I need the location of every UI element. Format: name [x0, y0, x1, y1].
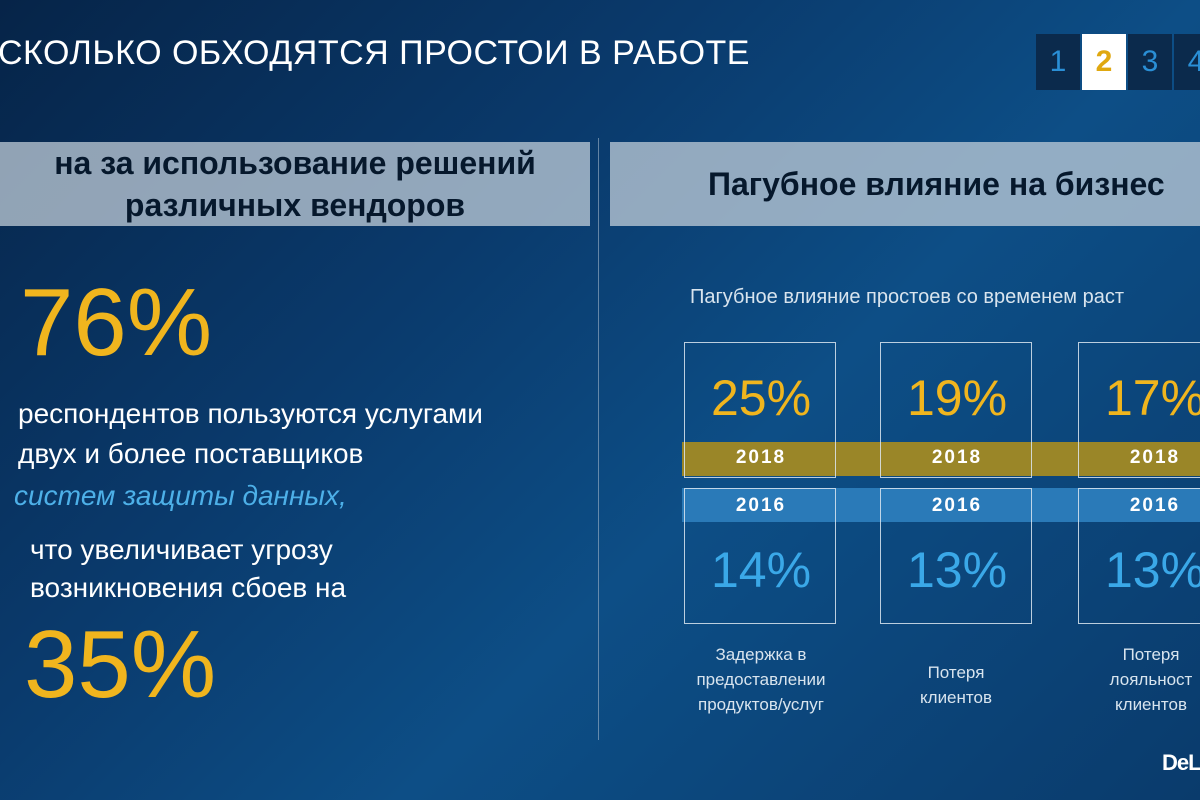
column-label: Задержка в предоставлении продуктов/услу…: [676, 642, 846, 717]
stat-box-2016: 2016 13%: [1078, 488, 1200, 624]
column-label-line: продуктов/услуг: [697, 695, 825, 714]
column-label-line: Задержка в: [715, 645, 807, 664]
column-label: Потеря лояльност клиентов: [1066, 642, 1200, 717]
stat-percent-2018: 25%: [710, 370, 812, 426]
dell-logo: DeLL: [1162, 750, 1200, 775]
stat-box-2018: 17% 2018: [1078, 342, 1200, 478]
stat-bottom-percent: 35%: [24, 611, 217, 718]
year-label-2016: 2016: [735, 495, 787, 516]
left-header-line-1: на за использование решений: [54, 145, 536, 181]
panel-divider: [598, 138, 599, 740]
left-header-line-2: различных вендоров: [124, 187, 466, 223]
column-label-line: Потеря: [1122, 645, 1180, 664]
column-label-line: Потеря: [927, 663, 985, 682]
stat-percent-2016: 14%: [710, 542, 812, 598]
stat-percent-2018: 19%: [906, 370, 1008, 426]
stat-box-2016: 2016 13%: [880, 488, 1032, 624]
column-label: Потеря клиентов: [871, 660, 1041, 710]
page-4-button[interactable]: 4: [1174, 34, 1200, 90]
stat-top-percent: 76%: [20, 269, 213, 376]
left-panel-header: на за использование решений различных ве…: [0, 142, 590, 226]
left-text-line-1: респондентов пользуются услугами: [18, 398, 483, 429]
stat-percent-2016: 13%: [1104, 542, 1200, 598]
slide-pager: 1 2 3 4: [1036, 34, 1200, 90]
right-subtitle: Пагубное влияние простоев со временем ра…: [690, 286, 1125, 308]
right-panel-header: Пагубное влияние на бизнес: [610, 142, 1200, 226]
stat-percent-2018: 17%: [1104, 370, 1200, 426]
left-text-line-2: двух и более поставщиков: [18, 438, 364, 469]
page-3-button[interactable]: 3: [1128, 34, 1172, 90]
year-2016-band: [682, 488, 1200, 522]
left-text-line-4: что увеличивает угрозу: [30, 534, 333, 565]
column-label-line: предоставлении: [696, 670, 826, 689]
column-label-line: лояльност: [1109, 670, 1193, 689]
column-label-line: клиентов: [1115, 695, 1187, 714]
stat-percent-2016: 13%: [906, 542, 1008, 598]
column-label-line: клиентов: [920, 688, 992, 707]
stat-box-2018: 19% 2018: [880, 342, 1032, 478]
year-label-2018: 2018: [1129, 447, 1181, 468]
year-label-2018: 2018: [735, 447, 787, 468]
year-2018-band: [682, 442, 1200, 476]
stat-box-2016: 2016 14%: [684, 488, 836, 624]
left-text-line-highlight: систем защиты данных,: [14, 480, 347, 511]
year-label-2016: 2016: [931, 495, 983, 516]
left-text-line-5: возникновения сбоев на: [30, 572, 347, 603]
page-1-button[interactable]: 1: [1036, 34, 1080, 90]
year-label-2016: 2016: [1129, 495, 1181, 516]
page-2-button[interactable]: 2: [1082, 34, 1126, 90]
stat-box-2018: 25% 2018: [684, 342, 836, 478]
year-label-2018: 2018: [931, 447, 983, 468]
slide-title: СКОЛЬКО ОБХОДЯТСЯ ПРОСТОИ В РАБОТЕ: [0, 34, 750, 72]
